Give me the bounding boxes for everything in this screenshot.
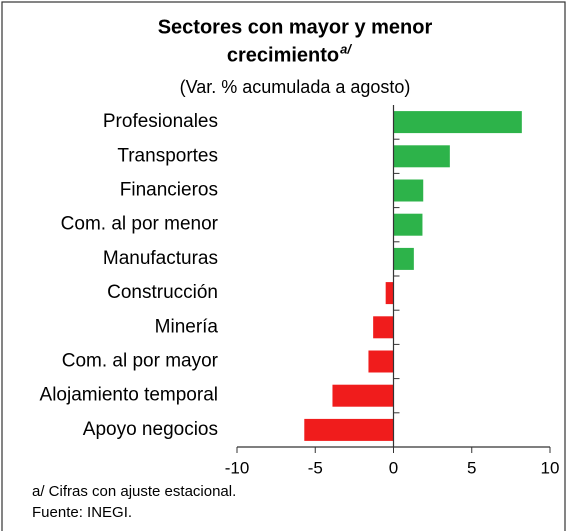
category-label: Financieros	[120, 180, 218, 201]
category-label: Profesionales	[103, 111, 218, 132]
bar	[368, 350, 394, 373]
bar	[385, 282, 394, 305]
bar	[332, 384, 394, 407]
x-tick-label: -5	[308, 458, 323, 477]
category-label: Manufacturas	[103, 248, 218, 269]
title-superscript: a/	[340, 41, 352, 56]
bar	[393, 247, 414, 270]
x-tick-label: 5	[467, 458, 476, 477]
footnote: a/ Cifras con ajuste estacional.	[32, 483, 236, 500]
bar	[373, 316, 394, 339]
chart-title: crecimiento	[227, 44, 339, 66]
category-label: Com. al por mayor	[62, 351, 219, 372]
category-label: Minería	[155, 316, 219, 337]
category-label: Com. al por menor	[61, 214, 219, 235]
category-label: Apoyo negocios	[83, 419, 218, 440]
bar	[393, 179, 424, 202]
bar	[393, 213, 423, 236]
category-label: Transportes	[117, 145, 218, 166]
bar	[304, 418, 394, 441]
subtitle: (Var. % acumulada a agosto)	[180, 77, 411, 97]
bar	[393, 145, 450, 168]
x-tick-label: -10	[225, 458, 250, 477]
x-tick-label: 0	[389, 458, 398, 477]
x-tick-label: 10	[541, 458, 560, 477]
chart-title: Sectores con mayor y menor	[158, 16, 433, 38]
bar	[393, 111, 522, 134]
footnote: Fuente: INEGI.	[32, 504, 132, 521]
category-label: Alojamiento temporal	[40, 385, 218, 406]
category-label: Construcción	[107, 282, 218, 303]
